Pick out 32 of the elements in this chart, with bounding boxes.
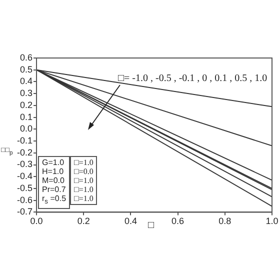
x-tick-label: 0.4 [124, 216, 137, 226]
x-tick-label: 0.0 [30, 216, 43, 226]
x-tick-label: 0.2 [77, 216, 90, 226]
y-tick-label: -0.3 [16, 159, 33, 170]
y-tick-label: 0.1 [20, 112, 33, 122]
x-tick-label: 1.0 [266, 216, 278, 226]
annotation: Pr=0.7 [42, 185, 66, 194]
y-tick-label: 0.5 [20, 64, 33, 74]
annotation: M=0.0 [42, 176, 66, 185]
annotation: G=1.0 [42, 158, 66, 167]
annotation: □=1.0 [74, 158, 94, 167]
x-axis-title: □ [148, 220, 154, 231]
y-tick-label: -0.5 [16, 182, 33, 193]
annotation: □= -1.0 , -0.5 , -0.1 , 0 , 0.1 , 0.5 , 1.0 [118, 73, 268, 84]
y-tick-label: 0.6 [20, 52, 33, 62]
y-tick-label: -0.6 [16, 194, 33, 205]
y-tick-label: -0.7 [16, 206, 33, 217]
annotation: □=0.0 [74, 167, 94, 176]
y-tick-label: 0.4 [20, 76, 33, 86]
annotation: □=1.0 [74, 176, 94, 185]
annotation: H=1.0 [42, 167, 65, 176]
y-tick-label: -0.2 [16, 147, 33, 158]
annotation: □=1.0 [74, 194, 94, 203]
y-tick-label: -0.4 [16, 171, 33, 182]
y-tick-label: -0.1 [16, 136, 33, 146]
annotation: □=1.0 [74, 185, 94, 194]
y-tick-label: 0.0 [20, 124, 33, 134]
x-tick-label: 0.6 [172, 216, 184, 226]
y-tick-label: 0.2 [20, 100, 33, 110]
x-tick-label: 0.8 [218, 216, 232, 226]
y-tick-label: 0.3 [20, 88, 33, 98]
annotation: r$_{s}$ =0.5 [42, 194, 66, 207]
